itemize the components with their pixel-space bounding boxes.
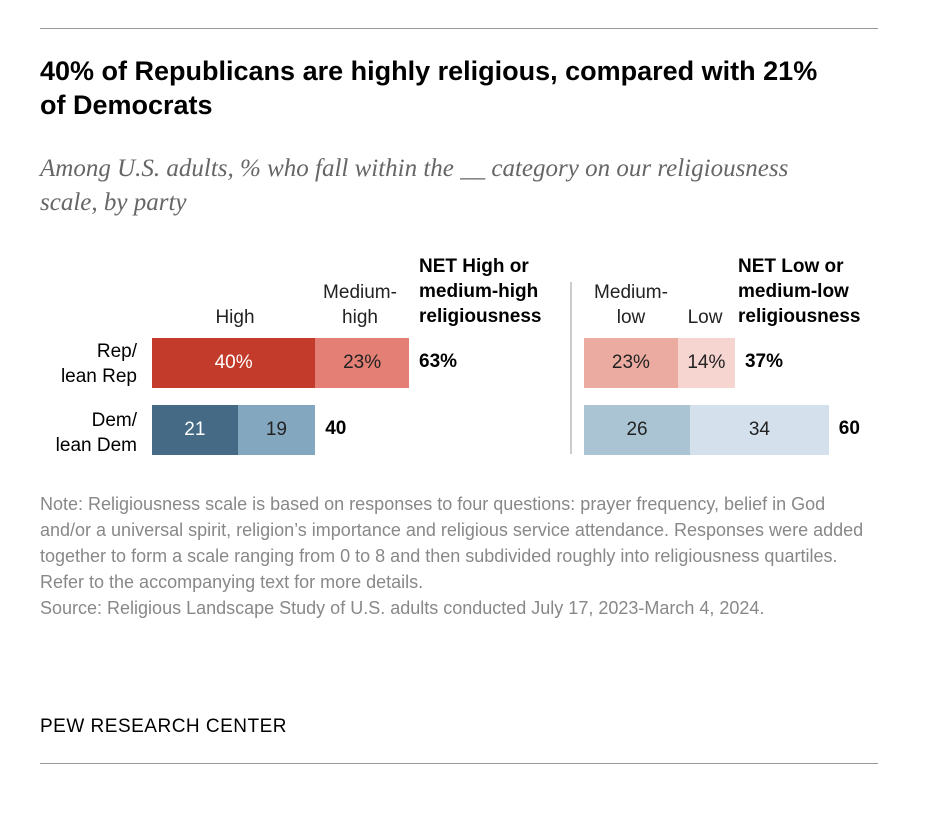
row-label-dem: Dem/ lean Dem bbox=[55, 410, 137, 456]
net-high-value: 63% bbox=[419, 351, 458, 372]
bar-medium-high-rep: 23% bbox=[315, 338, 410, 388]
net-high-value: 40 bbox=[325, 418, 347, 439]
divider bbox=[570, 282, 572, 454]
bar-value-label: 14% bbox=[687, 352, 726, 373]
bar-value-label: 23% bbox=[611, 352, 650, 373]
top-rule bbox=[40, 28, 878, 29]
bar-medium-high-dem: 19 bbox=[237, 405, 316, 455]
brand-logo: PEW RESEARCH CENTER bbox=[40, 716, 288, 737]
bar-value-label: 34 bbox=[748, 419, 770, 440]
header-net-low: NET Low or medium-low religiousness bbox=[738, 256, 861, 327]
chart-title: 40% of Republicans are highly religious,… bbox=[40, 56, 818, 120]
header-net-high: NET High or medium-high religiousness bbox=[419, 256, 542, 327]
chart-subtitle: Among U.S. adults, % who fall within the… bbox=[40, 155, 789, 216]
bottom-rule bbox=[40, 763, 878, 764]
bar-value-label: 21 bbox=[184, 419, 206, 440]
bar-value-label: 40% bbox=[214, 352, 253, 373]
bar-value-label: 23% bbox=[343, 352, 382, 373]
source-text: Source: Religious Landscape Study of U.S… bbox=[40, 598, 765, 618]
header-medium-low: Medium- low bbox=[594, 282, 668, 328]
bar-low-rep: 14% bbox=[677, 338, 735, 388]
bar-medium-low-dem: 26 bbox=[584, 405, 691, 455]
bar-value-label: 19 bbox=[265, 419, 287, 440]
bar-high-rep: 40% bbox=[152, 338, 316, 388]
header-low: Low bbox=[687, 307, 723, 328]
net-low-value: 37% bbox=[744, 351, 783, 372]
note-text: Note: Religiousness scale is based on re… bbox=[40, 494, 864, 592]
net-low-value: 60 bbox=[838, 418, 860, 439]
header-medium-high: Medium- high bbox=[323, 282, 397, 328]
bar-high-dem: 21 bbox=[152, 405, 238, 455]
notes: Note: Religiousness scale is based on re… bbox=[40, 491, 880, 621]
header-high: High bbox=[215, 307, 255, 328]
bar-medium-low-rep: 23% bbox=[584, 338, 678, 388]
row-label-rep: Rep/ lean Rep bbox=[60, 341, 137, 387]
bar-value-label: 26 bbox=[626, 419, 648, 440]
bar-low-dem: 34 bbox=[690, 405, 829, 455]
